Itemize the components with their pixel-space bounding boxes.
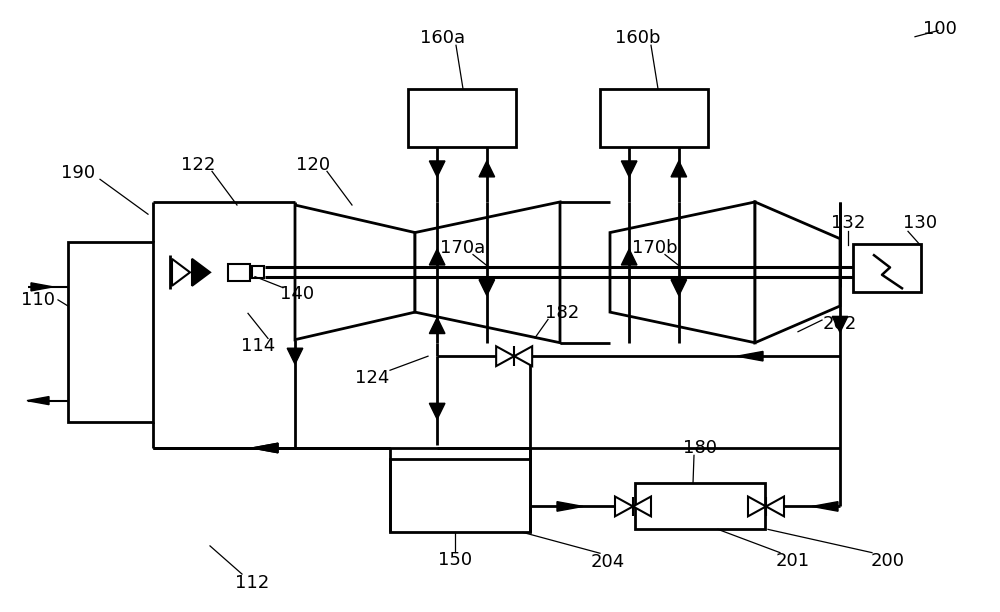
Polygon shape [415,202,560,343]
Text: 112: 112 [235,573,269,592]
Bar [390,459,530,532]
Text: 202: 202 [823,315,857,334]
Text: 200: 200 [871,552,905,570]
Polygon shape [429,318,445,334]
Polygon shape [621,161,637,177]
Polygon shape [252,443,278,453]
Text: 170a: 170a [440,239,486,257]
Text: 124: 124 [355,369,389,387]
Polygon shape [557,502,583,511]
Polygon shape [615,496,651,517]
Polygon shape [287,348,303,364]
Text: 100: 100 [923,20,957,39]
Text: 140: 140 [280,285,314,303]
Polygon shape [621,249,637,265]
Bar [252,266,264,278]
Bar [68,242,153,422]
Polygon shape [479,161,495,177]
Text: 132: 132 [831,214,865,233]
Bar [228,264,250,281]
Text: 170b: 170b [632,239,678,257]
Text: 190: 190 [61,163,95,182]
Text: 130: 130 [903,214,937,233]
Text: 114: 114 [241,337,275,355]
Polygon shape [479,280,495,296]
Polygon shape [295,205,415,340]
Polygon shape [252,443,278,453]
Text: 182: 182 [545,304,579,323]
Text: 122: 122 [181,156,215,174]
Text: 201: 201 [776,552,810,570]
Polygon shape [429,161,445,177]
Polygon shape [172,259,190,286]
Text: 150: 150 [438,551,472,569]
Polygon shape [31,283,53,291]
Text: 120: 120 [296,156,330,174]
Polygon shape [27,397,49,405]
Polygon shape [671,280,687,296]
Text: 110: 110 [21,291,55,309]
Polygon shape [748,496,784,517]
Polygon shape [832,316,848,332]
Polygon shape [429,249,445,265]
Polygon shape [192,259,210,286]
Polygon shape [429,403,445,419]
Text: 160b: 160b [615,29,661,47]
Text: 204: 204 [591,553,625,571]
Polygon shape [671,161,687,177]
Bar [635,483,765,529]
Bar [853,244,921,292]
Polygon shape [755,202,840,343]
Polygon shape [496,346,532,366]
Text: 180: 180 [683,439,717,457]
Text: 160a: 160a [420,29,466,47]
Polygon shape [610,202,755,343]
Polygon shape [812,502,838,511]
Bar [600,89,708,147]
Polygon shape [737,351,763,361]
Bar [408,89,516,147]
